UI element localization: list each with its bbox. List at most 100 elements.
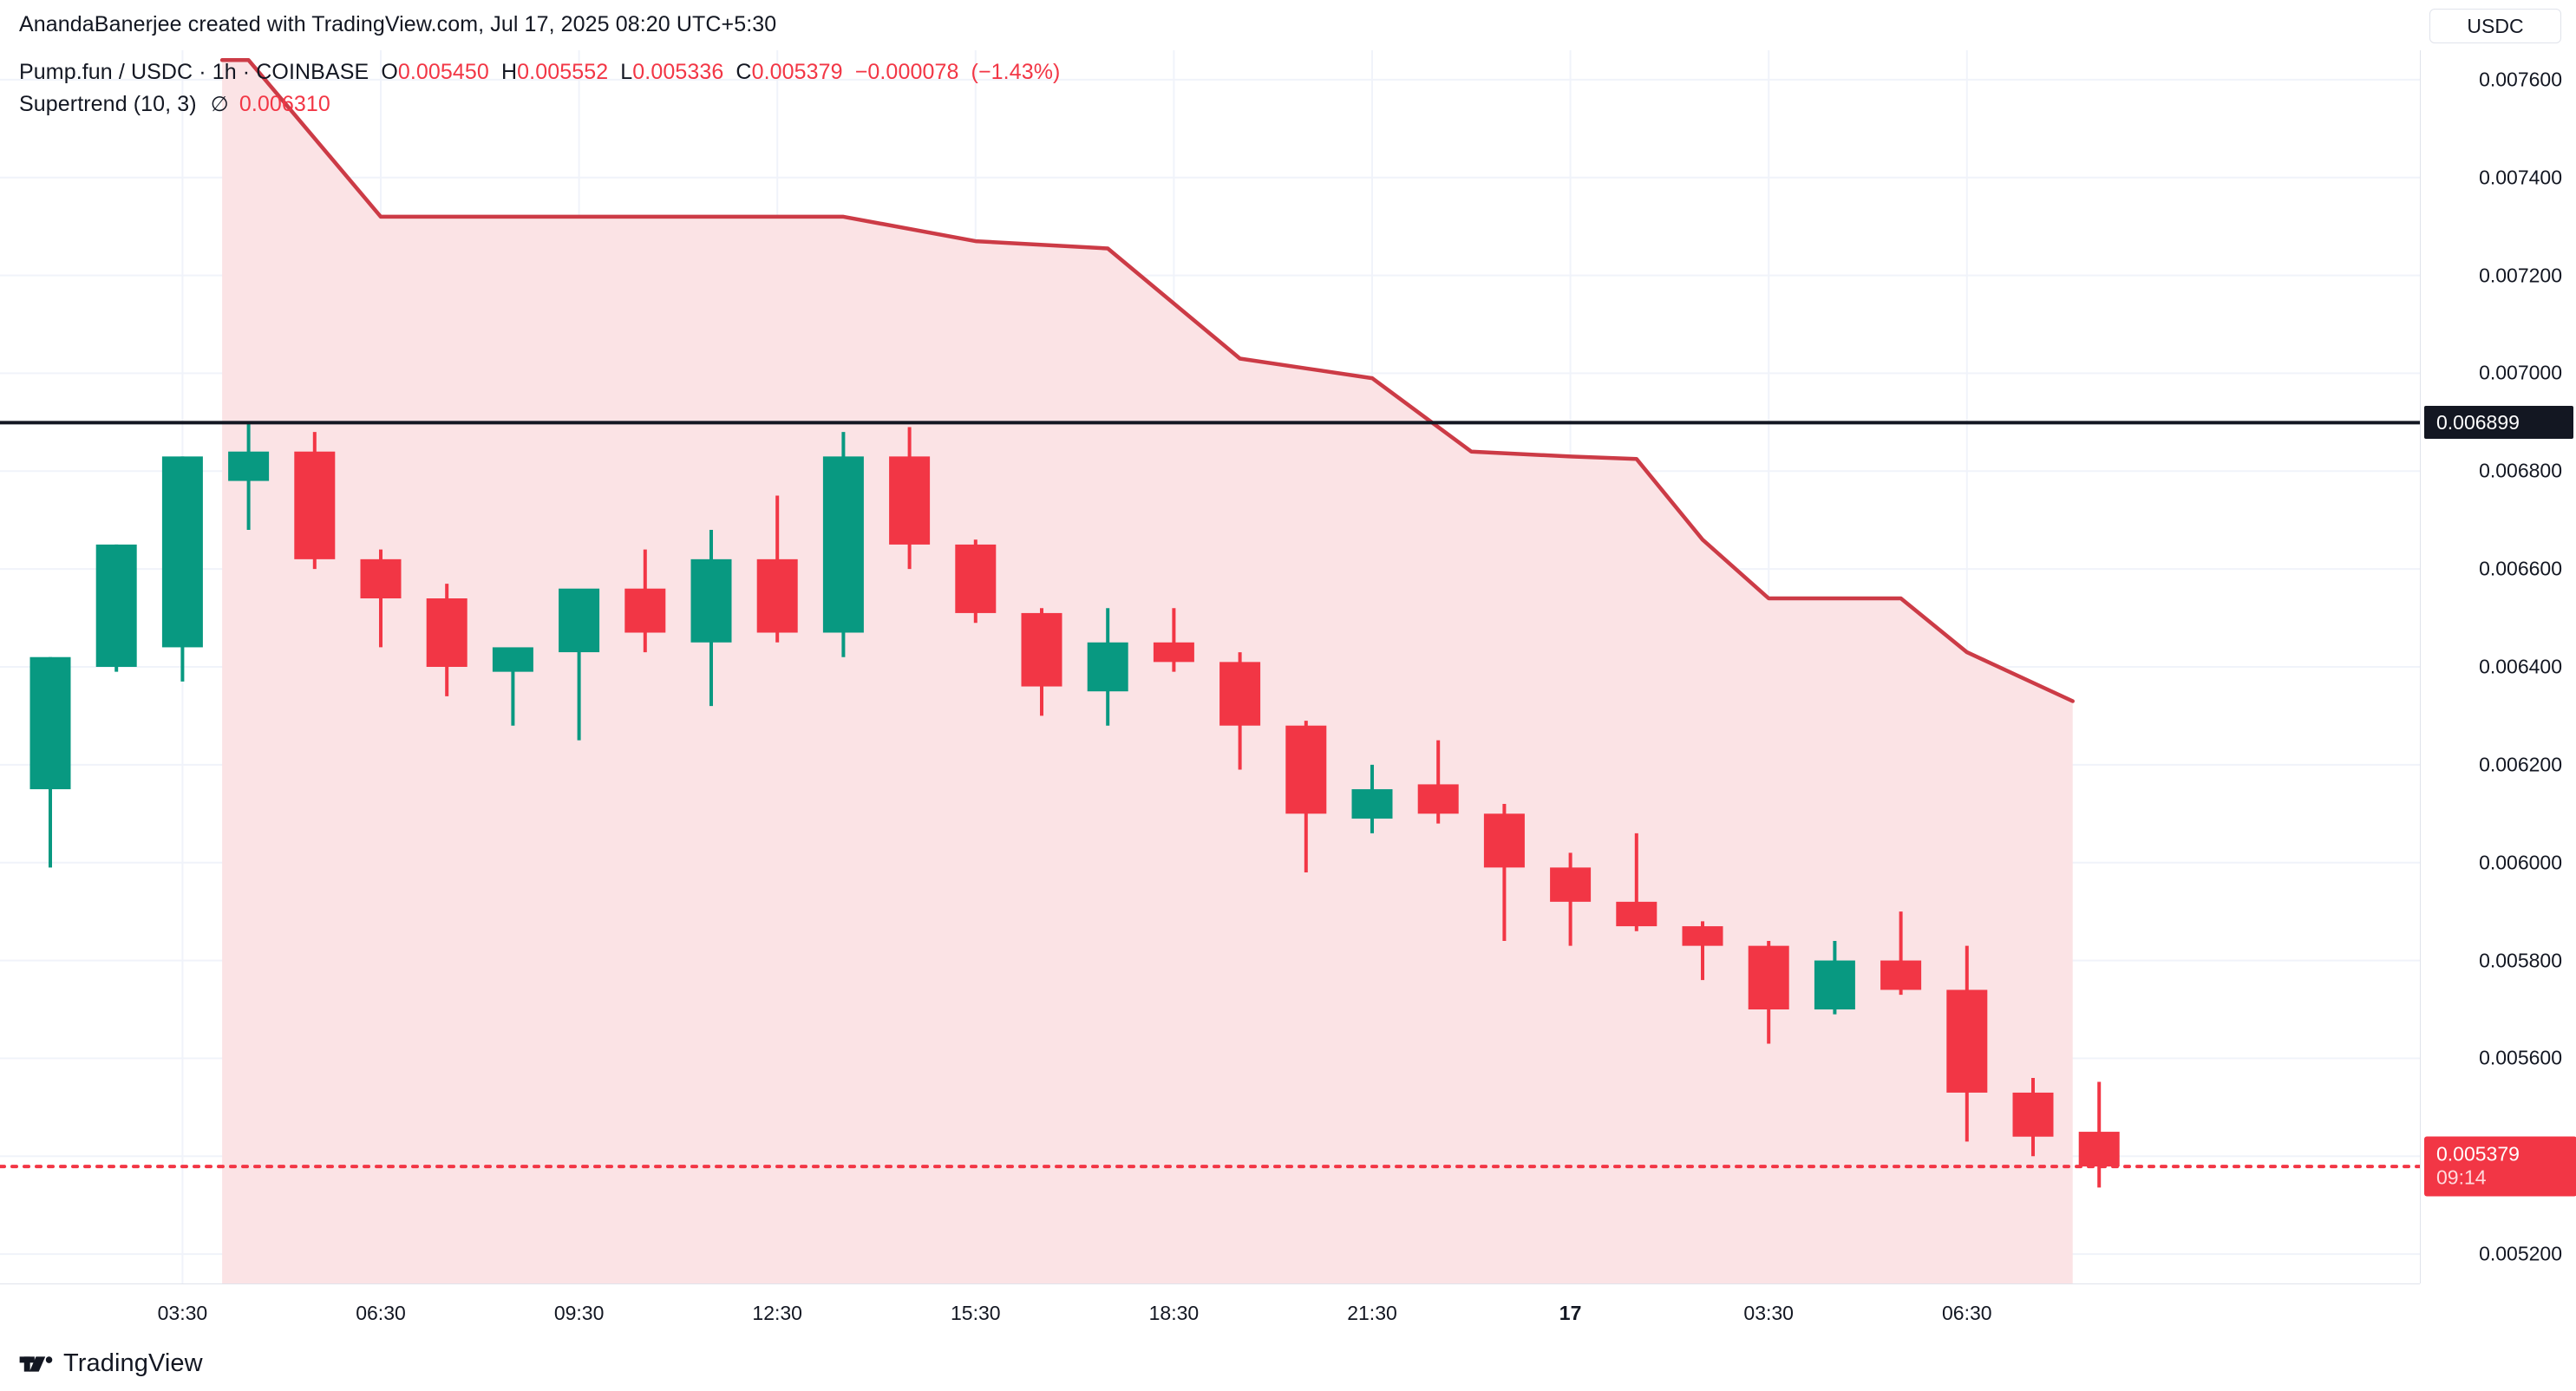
candle[interactable] xyxy=(228,421,270,530)
candle[interactable] xyxy=(690,530,732,707)
time-tick: 03:30 xyxy=(1743,1302,1794,1324)
candle[interactable] xyxy=(1219,652,1261,770)
candle[interactable] xyxy=(1483,804,1525,941)
candle[interactable] xyxy=(1682,921,1723,981)
candle[interactable] xyxy=(1748,941,1789,1044)
candle-body xyxy=(29,656,71,790)
candle-body xyxy=(1351,789,1393,819)
candle-body xyxy=(889,456,931,545)
candle-body xyxy=(1153,642,1194,663)
price-tick: 0.007400 xyxy=(2479,166,2562,189)
last-price-time: 09:14 xyxy=(2436,1166,2487,1189)
supertrend-fill-area xyxy=(222,60,2073,1283)
price-tick: 0.007600 xyxy=(2479,68,2562,91)
candle[interactable] xyxy=(161,456,203,682)
chart-canvas[interactable] xyxy=(0,50,2420,1283)
price-tick: 0.005200 xyxy=(2479,1242,2562,1265)
candle-body xyxy=(1417,784,1459,814)
tradingview-branding: TradingView xyxy=(19,1351,203,1376)
candle[interactable] xyxy=(955,539,997,624)
candle-body xyxy=(1616,901,1657,927)
candle[interactable] xyxy=(1153,608,1194,672)
candle[interactable] xyxy=(95,544,137,672)
candle[interactable] xyxy=(360,549,402,648)
candle-body xyxy=(1285,725,1327,814)
crosshair-price-badge: 0.006899 xyxy=(2424,406,2573,440)
attribution-text: AnandaBanerjee created with TradingView.… xyxy=(19,12,777,36)
price-tick: 0.006200 xyxy=(2479,753,2562,776)
candle-body xyxy=(756,558,798,633)
tradingview-wordmark: TradingView xyxy=(63,1349,203,1377)
candle[interactable] xyxy=(1880,911,1922,996)
candle-body xyxy=(1814,960,1855,1009)
candle-body xyxy=(95,544,137,667)
candle[interactable] xyxy=(426,584,467,696)
time-tick: 21:30 xyxy=(1347,1302,1397,1324)
candle[interactable] xyxy=(1550,852,1592,946)
time-tick: 03:30 xyxy=(157,1302,208,1324)
candle[interactable] xyxy=(1087,608,1128,726)
candle-body xyxy=(1483,813,1525,868)
candle-body xyxy=(426,598,467,667)
price-tick: 0.007200 xyxy=(2479,264,2562,287)
price-tick: 0.005800 xyxy=(2479,949,2562,972)
candle[interactable] xyxy=(29,656,71,868)
candle[interactable] xyxy=(559,588,600,741)
candle-body xyxy=(624,588,666,633)
candle-body xyxy=(822,456,864,633)
time-axis[interactable]: 03:30 06:30 09:30 12:30 15:30 18:30 21:30 17 03:… xyxy=(0,1283,2420,1341)
candlestick-series[interactable] xyxy=(29,421,2120,1188)
tradingview-logo-icon xyxy=(19,1355,53,1372)
time-tick: 12:30 xyxy=(752,1302,802,1324)
time-tick: 15:30 xyxy=(951,1302,1001,1324)
candle-body xyxy=(1880,960,1922,990)
candle-body xyxy=(559,588,600,653)
candle[interactable] xyxy=(1814,941,1855,1015)
candle-body xyxy=(1946,989,1988,1093)
time-tick: 18:30 xyxy=(1148,1302,1200,1324)
candle[interactable] xyxy=(1417,740,1459,824)
candle-body xyxy=(955,544,997,613)
candle[interactable] xyxy=(2078,1081,2120,1188)
candle-body xyxy=(1219,662,1261,726)
candle[interactable] xyxy=(822,432,864,657)
price-tick: 0.006400 xyxy=(2479,655,2562,678)
last-price-badge: 0.005379 09:14 xyxy=(2424,1136,2576,1197)
time-tick: 06:30 xyxy=(356,1302,406,1324)
candle[interactable] xyxy=(1021,608,1062,716)
candle[interactable] xyxy=(294,432,336,570)
candle-body xyxy=(161,456,203,648)
candle-body xyxy=(1550,867,1592,902)
price-axis[interactable]: USDC 0.007600 0.007400 0.007200 0.007000 0.0… xyxy=(2420,9,2576,1283)
chart-pane[interactable] xyxy=(0,50,2420,1283)
candle-body xyxy=(2078,1132,2120,1167)
candle-body xyxy=(360,558,402,598)
candle[interactable] xyxy=(1351,764,1393,833)
candle-body xyxy=(690,558,732,643)
price-tick: 0.007000 xyxy=(2479,361,2562,384)
candle[interactable] xyxy=(2012,1078,2054,1157)
last-price-value: 0.005379 xyxy=(2436,1142,2520,1166)
candle-body xyxy=(2012,1092,2054,1137)
candle[interactable] xyxy=(756,495,798,643)
candle-body xyxy=(1087,642,1128,692)
supertrend-line xyxy=(219,58,2075,703)
candle[interactable] xyxy=(1285,721,1327,872)
candle[interactable] xyxy=(492,647,533,726)
price-tick: 0.006600 xyxy=(2479,557,2562,580)
time-tick: 09:30 xyxy=(553,1302,605,1324)
axis-currency-label: USDC xyxy=(2429,9,2561,43)
candle-body xyxy=(1021,612,1062,687)
candle-body xyxy=(1682,926,1723,946)
candle[interactable] xyxy=(889,427,931,570)
price-tick: 0.006800 xyxy=(2479,459,2562,482)
price-tick: 0.005600 xyxy=(2479,1046,2562,1069)
price-tick: 0.006000 xyxy=(2479,851,2562,874)
candle[interactable] xyxy=(1946,945,1988,1142)
candle[interactable] xyxy=(624,549,666,653)
time-tick: 17 xyxy=(1559,1302,1582,1324)
candle-body xyxy=(228,451,270,481)
candle-body xyxy=(294,451,336,559)
candle[interactable] xyxy=(1616,833,1657,931)
